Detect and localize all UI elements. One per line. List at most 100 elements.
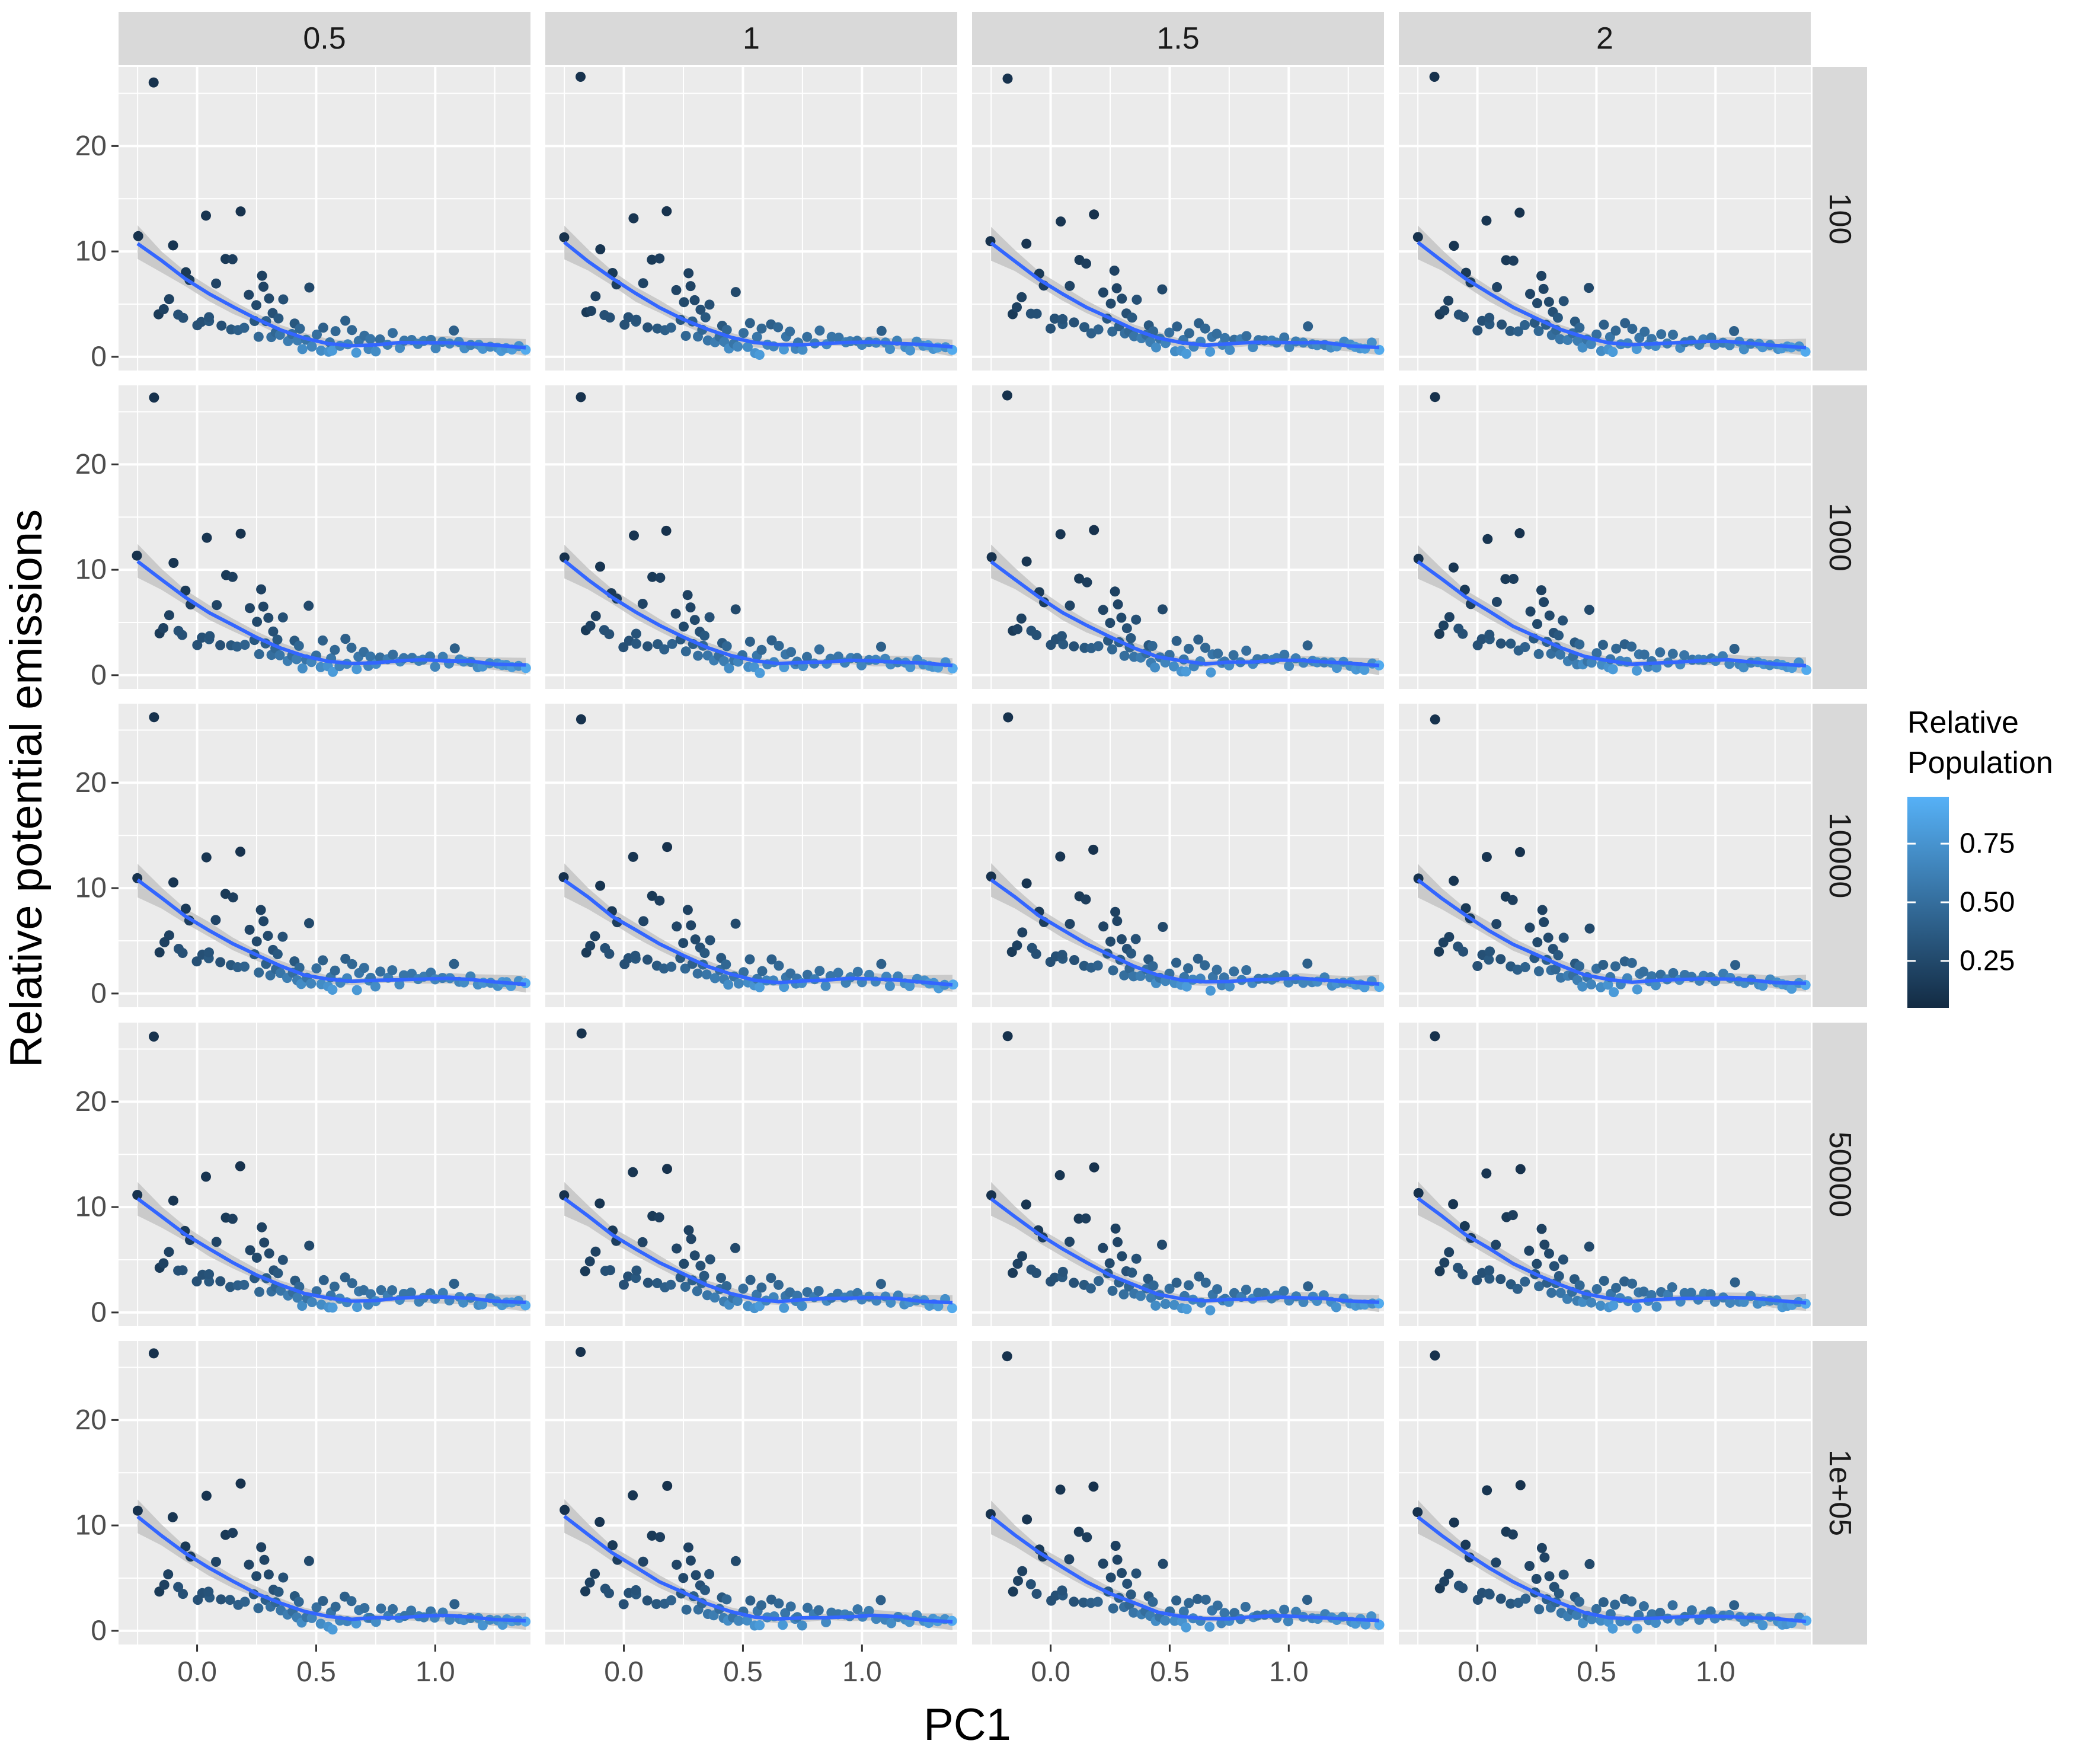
data-point: [1169, 661, 1179, 672]
data-point: [202, 532, 212, 543]
data-point: [1607, 1623, 1618, 1634]
data-point: [1571, 1610, 1582, 1620]
data-point: [1520, 1594, 1531, 1604]
facet-panel: [545, 704, 958, 1007]
data-point: [227, 571, 238, 582]
data-point: [744, 954, 755, 965]
data-point: [766, 1273, 776, 1283]
data-point: [1021, 556, 1032, 567]
smooth-line: [136, 878, 526, 986]
data-point: [755, 1620, 765, 1630]
data-point: [1448, 1199, 1459, 1209]
data-point: [631, 1265, 642, 1276]
data-point: [306, 1297, 317, 1307]
data-point: [738, 1283, 749, 1294]
data-point: [1439, 620, 1449, 631]
data-point: [1117, 293, 1127, 304]
smooth-line: [136, 1515, 526, 1623]
data-point: [1639, 649, 1650, 660]
data-point: [327, 1624, 338, 1635]
data-point: [1117, 1251, 1127, 1262]
data-point: [1031, 1589, 1042, 1599]
data-point: [1552, 312, 1563, 323]
data-point: [559, 232, 570, 242]
data-point: [204, 631, 215, 641]
data-point: [1679, 650, 1690, 660]
data-point: [1491, 919, 1502, 930]
data-point: [256, 584, 267, 595]
data-point: [177, 1265, 188, 1276]
data-point: [661, 525, 672, 536]
data-point: [1515, 1480, 1526, 1490]
data-point: [164, 930, 174, 941]
data-point: [1002, 390, 1012, 401]
data-point: [1667, 1282, 1677, 1292]
data-point: [833, 652, 843, 662]
data-point: [1158, 1559, 1168, 1569]
data-point: [1449, 876, 1459, 886]
data-point: [1632, 665, 1642, 676]
data-point: [576, 714, 586, 724]
data-point: [683, 1225, 694, 1235]
data-point: [1586, 657, 1597, 668]
data-point: [679, 1259, 689, 1269]
data-point: [1118, 1289, 1129, 1299]
data-point: [719, 656, 729, 666]
data-point: [1513, 326, 1523, 337]
data-point: [1584, 1559, 1595, 1569]
data-point: [1667, 649, 1678, 659]
data-point: [212, 600, 222, 611]
data-point: [1430, 714, 1440, 725]
data-point: [814, 966, 825, 976]
data-point: [852, 966, 863, 977]
legend-tick-label: 0.75: [1960, 828, 2015, 860]
data-point: [477, 1299, 488, 1310]
y-tick-label: 10: [75, 1510, 107, 1541]
data-point: [1184, 643, 1194, 654]
data-point: [1212, 1600, 1223, 1611]
legend-tick-label: 0.25: [1960, 945, 2015, 976]
legend-ticks: 0.25 0.50 0.75: [1907, 828, 2015, 976]
data-point: [884, 981, 895, 991]
data-point: [164, 294, 174, 305]
data-point: [1147, 641, 1158, 651]
panel-background: [972, 704, 1384, 1007]
data-point: [1158, 604, 1168, 615]
data-point: [1632, 1623, 1642, 1634]
data-point: [1058, 639, 1069, 650]
data-point: [1598, 960, 1609, 970]
data-point: [1495, 638, 1506, 649]
data-point: [359, 1603, 370, 1613]
data-point: [1200, 960, 1210, 970]
data-point: [1586, 1614, 1597, 1624]
data-point: [1073, 1527, 1084, 1537]
data-point: [1056, 216, 1066, 227]
data-point: [1539, 917, 1549, 927]
data-point: [303, 1556, 314, 1566]
data-point: [274, 650, 285, 660]
data-point: [904, 981, 915, 991]
data-point: [1193, 634, 1204, 645]
data-point: [755, 982, 765, 992]
data-point: [388, 1604, 398, 1614]
data-point: [164, 1247, 174, 1257]
data-point: [477, 1620, 488, 1631]
data-point: [1506, 638, 1516, 649]
data-point: [559, 1190, 570, 1200]
data-point: [1536, 585, 1546, 596]
data-point: [318, 955, 328, 966]
x-tick-label: 0.5: [1577, 1656, 1616, 1688]
data-point: [366, 1289, 376, 1299]
data-point: [304, 282, 315, 293]
data-point: [1507, 1210, 1518, 1221]
data-point: [1611, 643, 1622, 654]
data-point: [560, 1505, 570, 1515]
data-point: [178, 312, 188, 323]
data-point: [1181, 981, 1192, 992]
data-point: [1651, 1301, 1662, 1312]
data-point: [268, 626, 279, 637]
data-point: [1584, 1241, 1594, 1252]
data-point: [1205, 985, 1216, 996]
data-point: [666, 962, 677, 972]
data-point: [721, 1594, 732, 1605]
